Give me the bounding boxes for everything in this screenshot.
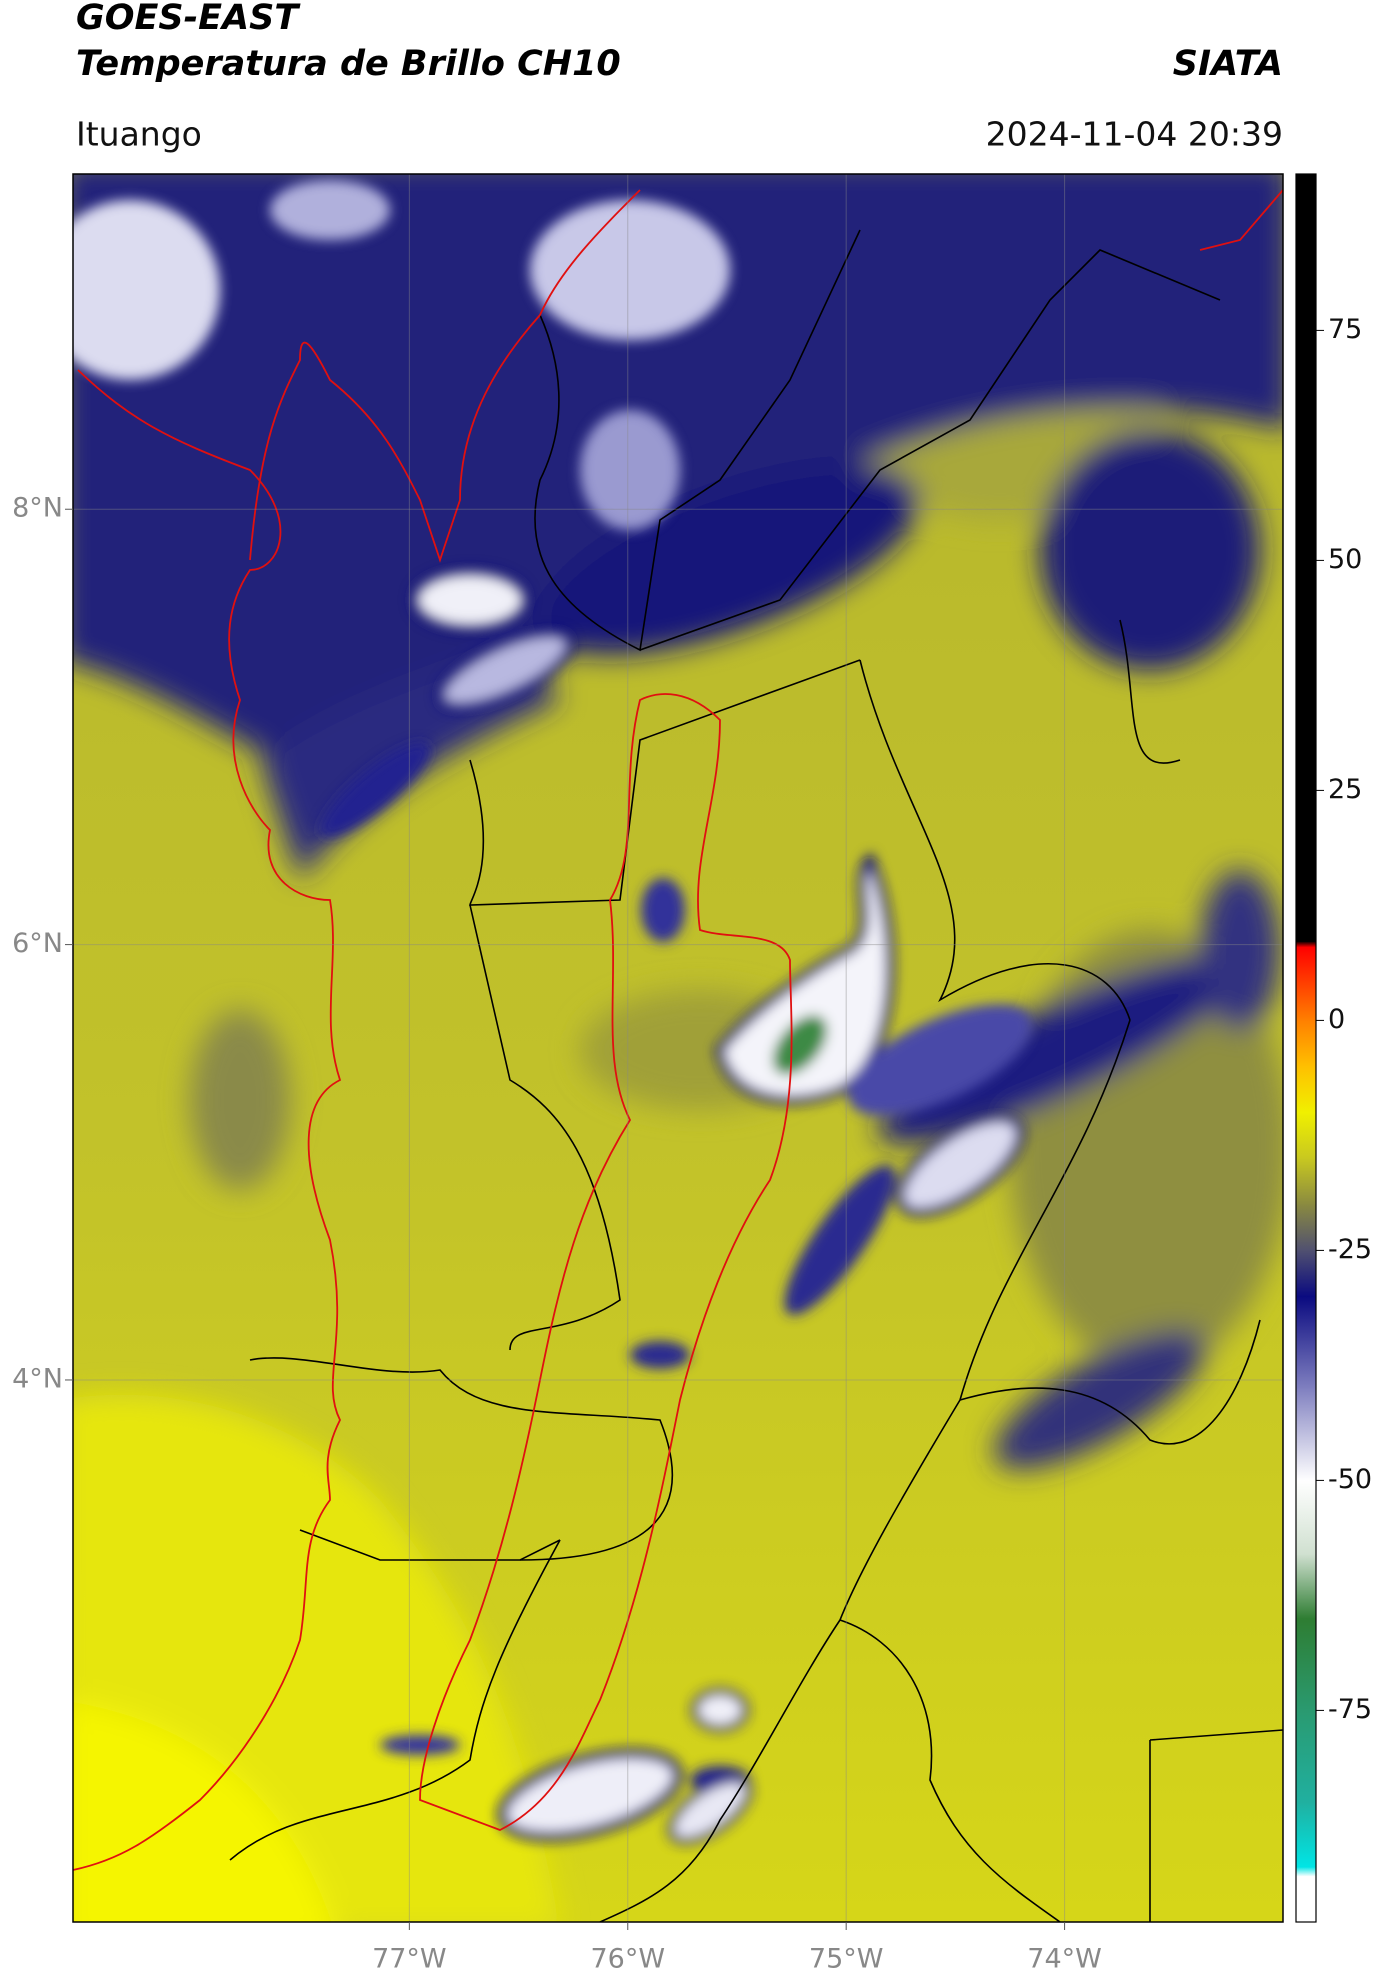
y-tick-label: 4°N (12, 1363, 63, 1394)
cold-clouds (73, 180, 1033, 1845)
graticule (73, 174, 1283, 1922)
colorbar-tick-label: -75 (1328, 1694, 1372, 1725)
map (73, 174, 1283, 1922)
source: SIATA (1173, 44, 1283, 84)
colorbar-segment (1296, 1250, 1316, 1297)
colorbar-segment (1296, 946, 1316, 1021)
colorbar-segment (1296, 1618, 1316, 1711)
x-tick-label: 74°W (1027, 1944, 1102, 1975)
colorbar-tick-label: 25 (1328, 774, 1362, 805)
colorbar-tick-label: 0 (1328, 1004, 1345, 1035)
colorbar-segment (1296, 1020, 1316, 1067)
title: GOES-EAST (76, 0, 301, 38)
subtitle: Temperatura de Brillo CH10 (76, 44, 621, 84)
department-borders (73, 189, 1283, 1871)
colorbar-segment (1296, 1158, 1316, 1205)
x-tick-label: 77°W (372, 1944, 447, 1975)
x-tick-label: 75°W (809, 1944, 884, 1975)
colorbar-segment (1296, 1802, 1316, 1868)
colorbar: 75 50 25 0 -25 -50 -75 (1296, 174, 1372, 1923)
colorbar-segment (1296, 1296, 1316, 1389)
timestamp: 2024-11-04 20:39 (986, 115, 1283, 154)
colorbar-frame (1295, 173, 1317, 1923)
colorbar-segment (1296, 1480, 1316, 1555)
x-tick-label: 76°W (590, 1944, 665, 1975)
colorbar-segment (1296, 1554, 1316, 1619)
axes: 77°W 76°W 75°W 74°W 8°N 6°N 4°N (12, 493, 1102, 1975)
colorbar-tick-label: -50 (1328, 1464, 1372, 1495)
colorbar-segment (1296, 1710, 1316, 1803)
colorbar-segment (1296, 941, 1316, 948)
colorbar-segment (1296, 1866, 1316, 1877)
region: Ituango (76, 115, 202, 154)
colorbar-tick-label: 75 (1328, 314, 1362, 345)
y-tick-label: 6°N (12, 928, 63, 959)
map-frame (72, 173, 1284, 1923)
colorbar-segment (1296, 1388, 1316, 1481)
colorbar-segment (1296, 1066, 1316, 1113)
colorbar-tick-label: -25 (1328, 1234, 1372, 1265)
colorbar-segment (1296, 1204, 1316, 1251)
colorbar-tick-label: 50 (1328, 544, 1362, 575)
y-tick-label: 8°N (12, 493, 63, 524)
admin-borders (229, 229, 1283, 1922)
colorbar-segment (1296, 174, 1316, 942)
colorbar-segment (1296, 1876, 1316, 1923)
colorbar-segment (1296, 1112, 1316, 1159)
